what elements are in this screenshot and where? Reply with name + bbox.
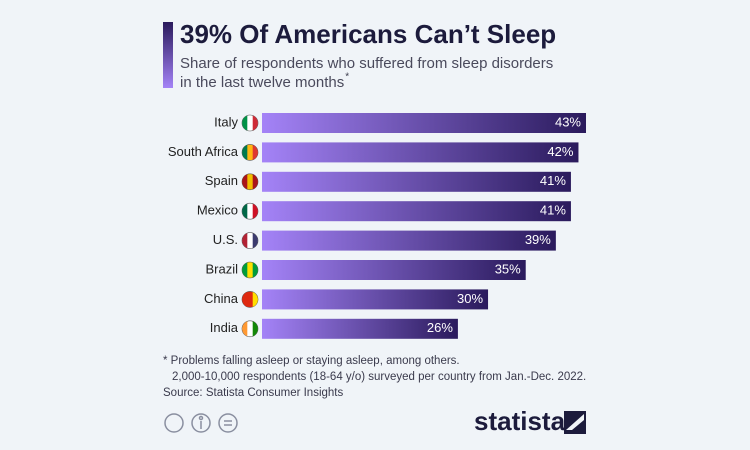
flag — [242, 262, 248, 278]
footnote: 2,000-10,000 respondents (18-64 y/o) sur… — [172, 371, 586, 383]
flag — [242, 233, 248, 249]
subtitle: in the last twelve months — [180, 74, 344, 91]
flag — [242, 321, 248, 337]
category-label: Italy — [214, 114, 238, 129]
brand-logo: statista — [474, 406, 566, 436]
bar — [262, 142, 579, 163]
value-label: 41% — [540, 173, 566, 188]
bar — [262, 318, 458, 339]
value-label: 26% — [427, 320, 453, 335]
value-label: 35% — [495, 261, 521, 276]
bar — [262, 113, 586, 133]
footnote: * Problems falling asleep or staying asl… — [163, 355, 460, 367]
value-label: 41% — [540, 203, 566, 218]
flag — [252, 233, 258, 249]
bar — [262, 171, 571, 192]
flag — [252, 321, 258, 337]
license-icons — [164, 413, 238, 433]
subtitle-marker: * — [345, 72, 349, 83]
category-label: U.S. — [213, 232, 238, 247]
category-label: China — [204, 291, 239, 306]
accent-bar — [163, 22, 173, 88]
flag — [252, 115, 258, 131]
chart-title: 39% Of Americans Can’t Sleep — [180, 19, 556, 49]
value-label: 42% — [547, 144, 573, 159]
value-label: 43% — [555, 114, 581, 129]
bar — [262, 260, 526, 280]
category-label: Mexico — [197, 203, 238, 218]
flag — [252, 144, 258, 160]
bar — [262, 230, 556, 251]
flag — [252, 262, 258, 278]
bar — [262, 289, 489, 310]
subtitle: Share of respondents who suffered from s… — [180, 55, 553, 72]
brand-icon — [564, 411, 586, 434]
flag — [242, 291, 248, 307]
bar — [262, 201, 571, 222]
source: Source: Statista Consumer Insights — [163, 387, 343, 399]
flag — [242, 174, 248, 190]
category-label: India — [210, 320, 239, 335]
flag — [242, 203, 248, 219]
value-label: 39% — [525, 232, 551, 247]
category-label: Brazil — [205, 261, 238, 276]
flag — [252, 174, 258, 190]
value-label: 30% — [457, 291, 483, 306]
flag — [252, 203, 258, 219]
flag — [252, 291, 258, 307]
flag — [242, 144, 248, 160]
flag — [242, 115, 248, 131]
category-label: South Africa — [168, 144, 239, 159]
category-label: Spain — [205, 173, 238, 188]
